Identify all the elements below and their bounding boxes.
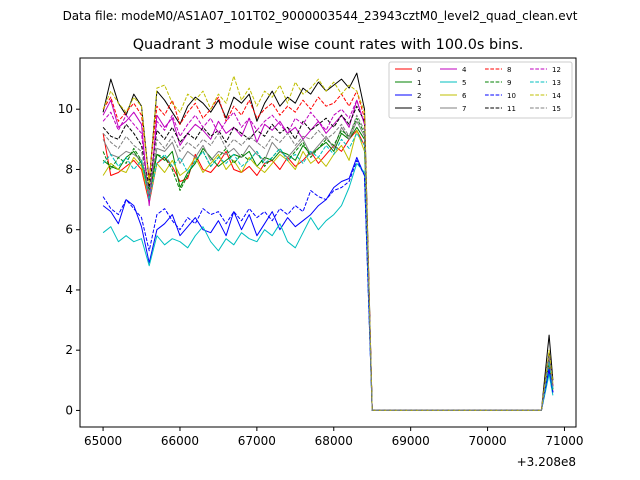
y-tick-label: 10 <box>58 102 73 116</box>
x-tick-label: 68000 <box>315 434 353 448</box>
legend-label-4: 4 <box>462 66 467 74</box>
series-line-11 <box>102 105 554 411</box>
series-line-3 <box>102 72 554 411</box>
legend-label-12: 12 <box>552 66 561 74</box>
x-tick-label: 71000 <box>545 434 583 448</box>
series-line-5 <box>102 162 554 411</box>
x-offset-label: +3.208e8 <box>517 455 576 469</box>
legend-label-0: 0 <box>417 66 421 74</box>
plot-lines <box>102 72 554 411</box>
y-axis: 0 2 4 6 8 10 <box>58 102 80 417</box>
y-tick-label: 0 <box>65 403 73 417</box>
x-tick-label: 67000 <box>238 434 276 448</box>
legend-label-3: 3 <box>417 105 421 113</box>
y-tick-label: 6 <box>65 223 73 237</box>
legend-label-15: 15 <box>552 105 561 113</box>
series-line-0 <box>102 129 554 411</box>
legend-label-8: 8 <box>507 66 511 74</box>
chart-title: Quadrant 3 module wise count rates with … <box>133 37 524 53</box>
y-tick-label: 2 <box>65 343 73 357</box>
y-tick-label: 4 <box>65 283 73 297</box>
series-line-13 <box>102 132 554 411</box>
suptitle: Data file: modeM0/AS1A07_101T02_90000035… <box>63 9 578 23</box>
series-line-1 <box>102 126 554 411</box>
x-tick-label: 66000 <box>161 434 199 448</box>
x-tick-label: 65000 <box>84 434 122 448</box>
axes-frame <box>79 57 577 428</box>
series-line-6 <box>102 129 554 411</box>
legend-label-2: 2 <box>417 92 421 100</box>
legend-label-7: 7 <box>462 105 466 113</box>
series-line-9 <box>102 117 554 411</box>
legend-frame <box>388 61 573 119</box>
legend-label-6: 6 <box>462 92 467 100</box>
x-axis: 65000 66000 67000 68000 69000 70000 71000 <box>84 427 584 448</box>
legend-label-11: 11 <box>507 105 516 113</box>
legend-label-9: 9 <box>507 79 511 87</box>
series-line-15 <box>102 114 554 411</box>
x-tick-label: 70000 <box>468 434 506 448</box>
series-line-4 <box>102 99 554 411</box>
x-tick-label: 69000 <box>392 434 430 448</box>
series-line-10 <box>102 159 554 411</box>
series-line-2 <box>102 156 554 411</box>
legend-label-1: 1 <box>417 79 421 87</box>
series-line-14 <box>102 75 554 411</box>
legend-label-5: 5 <box>462 79 466 87</box>
legend-label-13: 13 <box>552 79 561 87</box>
legend-label-10: 10 <box>507 92 516 100</box>
series-line-12 <box>102 99 554 411</box>
legend-label-14: 14 <box>552 92 561 100</box>
y-tick-label: 8 <box>65 162 73 176</box>
